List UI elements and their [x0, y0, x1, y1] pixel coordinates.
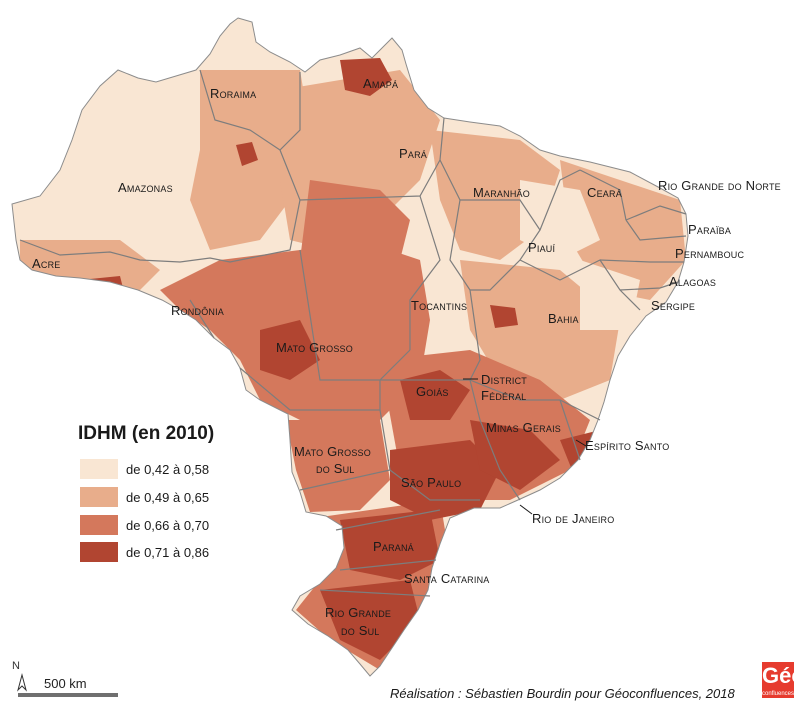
state-label-alagoas: Alagoas	[669, 274, 716, 289]
state-label-pernambouc: Pernambouc	[675, 246, 744, 261]
state-label-rondonia: Rondônia	[171, 303, 224, 318]
legend-swatch	[80, 542, 118, 562]
legend-row: de 0,71 à 0,86	[80, 542, 209, 562]
state-label-rio-grande-do-norte: Rio Grande do Norte	[658, 178, 781, 193]
state-label-roraima: Roraima	[210, 86, 256, 101]
state-label-ceara: Ceará	[587, 185, 622, 200]
north-arrow-icon	[17, 673, 27, 692]
state-label-sergipe: Sergipe	[651, 298, 695, 313]
state-label-bahia: Bahia	[548, 311, 579, 326]
espirito-santo-leader-line	[575, 439, 587, 447]
legend-swatch	[80, 487, 118, 507]
state-label-sao-paulo: São Paulo	[401, 475, 461, 490]
scale-bar	[18, 693, 118, 697]
state-label-mato-grosso-do-sul-line2: do Sul	[316, 461, 355, 476]
state-label-paraiba: Paraïba	[688, 222, 731, 237]
legend-row: de 0,49 à 0,65	[80, 487, 209, 507]
scale-label: 500 km	[44, 676, 87, 691]
state-label-acre: Acre	[32, 256, 60, 271]
rio-de-janeiro-leader-line	[519, 504, 533, 515]
legend-label: de 0,71 à 0,86	[126, 544, 210, 560]
state-borders	[19, 69, 687, 597]
legend-row: de 0,66 à 0,70	[80, 515, 209, 535]
legend-row: de 0,42 à 0,58	[80, 459, 209, 479]
state-label-rio-grande-do-sul-line2: do Sul	[341, 623, 380, 638]
geoconfluences-logo: Géo confluences	[762, 662, 800, 698]
state-labels: Roraima Amapá Amazonas Pará Maranhão Cea…	[32, 76, 781, 638]
north-label: N	[12, 660, 20, 672]
state-label-mato-grosso-do-sul-line1: Mato Grosso	[294, 444, 371, 459]
state-label-district-federal-line2: Fédéral	[481, 388, 526, 403]
state-label-santa-catarina: Santa Catarina	[404, 571, 489, 586]
state-label-espirito-santo: Espírito Santo	[585, 438, 669, 453]
state-label-rio-grande-do-sul-line1: Rio Grande	[325, 605, 391, 620]
state-label-district-federal-line1: District	[481, 372, 527, 387]
state-label-parana: Paraná	[373, 539, 414, 554]
logo-main-text: Géo	[762, 663, 800, 688]
state-label-amapa: Amapá	[363, 76, 398, 91]
state-label-rio-de-janeiro: Rio de Janeiro	[532, 511, 614, 526]
logo-sub-text: confluences	[762, 691, 795, 697]
legend-label: de 0,66 à 0,70	[126, 517, 210, 533]
state-label-mato-grosso: Mato Grosso	[276, 340, 353, 355]
legend-title: IDHM (en 2010)	[78, 423, 215, 444]
state-label-amazonas: Amazonas	[118, 180, 173, 195]
legend-label: de 0,42 à 0,58	[126, 461, 210, 477]
legend-swatch	[80, 459, 118, 479]
state-label-para: Pará	[399, 146, 427, 161]
state-label-goias: Goiás	[416, 384, 449, 399]
legend-label: de 0,49 à 0,65	[126, 489, 210, 505]
state-label-maranhao: Maranhão	[473, 185, 530, 200]
state-label-piaui: Piauí	[528, 240, 555, 255]
legend-swatch	[80, 515, 118, 535]
state-label-minas-gerais: Minas Gerais	[486, 420, 561, 435]
state-label-tocantins: Tocantins	[411, 298, 467, 313]
credit-text: Réalisation : Sébastien Bourdin pour Géo…	[390, 686, 735, 701]
